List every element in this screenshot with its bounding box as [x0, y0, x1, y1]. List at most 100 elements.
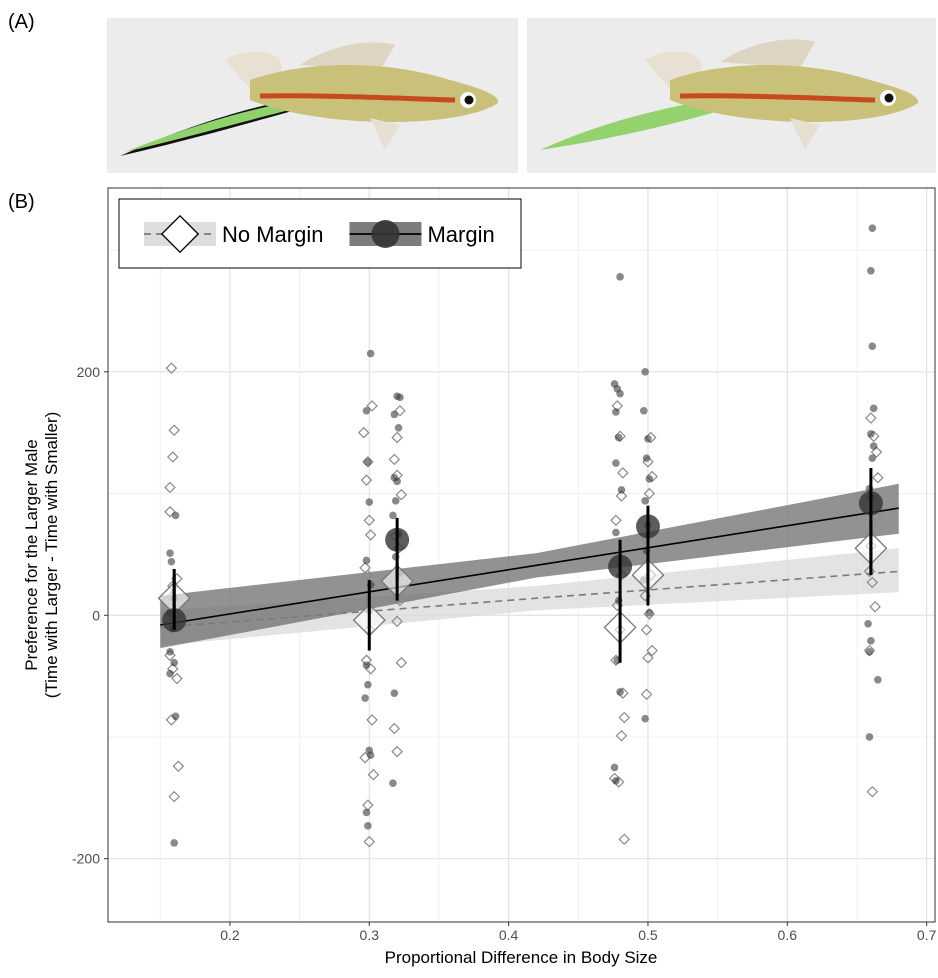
data-point — [362, 661, 371, 669]
data-point — [364, 680, 372, 689]
data-point — [616, 273, 624, 281]
data-point — [639, 406, 648, 415]
x-tick-label: 0.2 — [220, 927, 240, 943]
data-point — [612, 776, 620, 785]
y-tick-label: 200 — [77, 364, 101, 380]
legend-label: No Margin — [222, 222, 323, 247]
data-point — [391, 745, 403, 758]
confidence-ribbon — [160, 548, 899, 646]
data-point — [612, 408, 620, 416]
data-point — [168, 790, 180, 803]
data-point — [172, 760, 185, 772]
data-point — [646, 644, 658, 657]
panel-label: (B) — [8, 191, 35, 213]
data-point — [865, 733, 874, 741]
data-point — [366, 714, 378, 726]
data-point — [865, 412, 877, 424]
y-axis-label: Preference for the Larger Male — [22, 439, 41, 671]
data-point — [164, 505, 176, 518]
data-point — [866, 785, 879, 798]
legend-marker — [371, 220, 400, 248]
x-tick-label: 0.5 — [638, 927, 658, 943]
data-point — [617, 486, 626, 494]
data-point — [388, 453, 401, 466]
data-point — [864, 619, 872, 628]
y-tick-label: -200 — [72, 851, 100, 867]
data-point — [394, 404, 406, 417]
data-point — [610, 763, 619, 772]
data-point — [868, 224, 877, 232]
legend: No Margin Margin — [118, 198, 522, 269]
data-point — [171, 511, 180, 520]
panel-label: (A) — [8, 11, 35, 33]
fish-image-right — [527, 18, 936, 173]
data-point — [391, 431, 403, 444]
data-point — [395, 656, 408, 669]
data-point — [615, 490, 628, 502]
x-tick-label: 0.3 — [360, 927, 380, 943]
fish-image-left — [107, 18, 518, 173]
data-point — [617, 467, 629, 479]
data-point — [395, 488, 408, 501]
legend-label: Margin — [427, 222, 494, 247]
data-point — [869, 600, 881, 613]
data-point — [363, 514, 376, 527]
data-point — [874, 675, 882, 684]
data-point — [642, 652, 654, 664]
data-point — [614, 433, 623, 442]
data-point — [166, 669, 174, 678]
data-point — [644, 434, 652, 443]
data-point — [171, 712, 180, 721]
data-point — [362, 808, 371, 817]
data-point — [166, 549, 174, 557]
data-point — [167, 451, 179, 463]
data-point — [393, 477, 401, 486]
data-point — [615, 729, 628, 742]
data-point — [167, 557, 176, 566]
data-point — [645, 475, 654, 483]
data-point — [168, 424, 180, 437]
data-point — [164, 481, 176, 494]
data-point — [642, 454, 651, 463]
data-point — [361, 694, 369, 702]
data-point — [867, 430, 875, 438]
data-point — [394, 423, 403, 432]
data-point — [616, 389, 624, 398]
data-point — [364, 529, 377, 541]
data-point — [612, 459, 620, 467]
x-tick-label: 0.6 — [778, 927, 798, 943]
data-point — [390, 689, 399, 697]
data-point — [641, 714, 649, 723]
data-point — [170, 839, 178, 847]
x-tick-label: 0.4 — [499, 927, 519, 943]
data-point — [870, 446, 883, 458]
data-point — [391, 615, 403, 628]
data-point — [364, 822, 372, 830]
data-point — [868, 454, 877, 463]
data-point — [867, 637, 875, 645]
data-point — [640, 624, 653, 636]
data-point — [616, 688, 624, 696]
data-point — [618, 833, 631, 846]
data-point — [389, 779, 397, 788]
data-point — [362, 406, 371, 415]
data-point — [164, 649, 176, 662]
data-point — [641, 368, 649, 376]
data-point — [863, 565, 876, 578]
data-point — [643, 487, 656, 500]
data-point — [165, 362, 178, 374]
data-point — [367, 768, 380, 781]
plot-border — [107, 187, 936, 923]
data-point — [618, 711, 631, 724]
data-point — [365, 498, 374, 506]
data-point — [610, 514, 622, 527]
data-point — [612, 528, 620, 537]
data-point — [170, 658, 178, 667]
data-point — [366, 349, 375, 358]
y-tick-label: 0 — [92, 607, 100, 623]
data-point — [869, 404, 878, 413]
data-point — [640, 688, 653, 701]
data-point — [388, 722, 401, 735]
